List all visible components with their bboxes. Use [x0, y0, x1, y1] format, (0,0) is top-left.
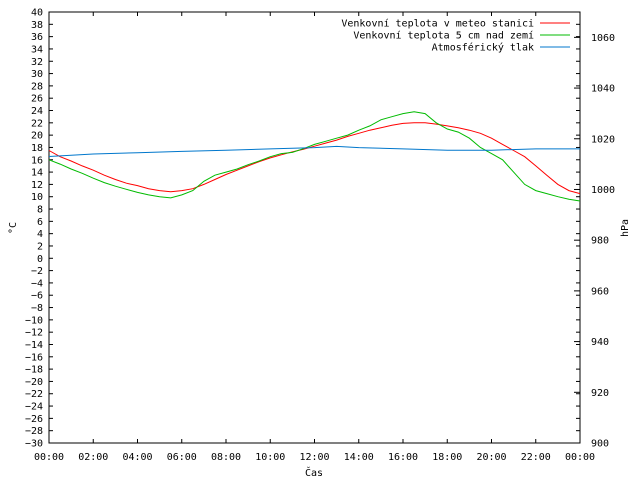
plot-frame — [48, 11, 581, 444]
y-tick-label: −8 — [31, 303, 43, 314]
y-tick-label: 20 — [31, 131, 43, 142]
y-tick-label: 22 — [31, 118, 43, 129]
y-tick-label: −30 — [25, 439, 43, 450]
ticks — [48, 11, 581, 444]
y2-tick-label: 900 — [591, 439, 609, 450]
y-tick-label: 0 — [37, 254, 43, 265]
legend: Venkovní teplota v meteo staniciVenkovní… — [341, 18, 570, 54]
y-axis-label: °C — [8, 222, 19, 234]
y-tick-label: 24 — [31, 106, 43, 117]
x-tick-label: 16:00 — [388, 452, 418, 463]
y2-tick-label: 920 — [591, 388, 609, 399]
y-tick-label: 32 — [31, 57, 43, 68]
y-tick-label: 6 — [37, 217, 43, 228]
y2-tick-label: 1000 — [591, 185, 615, 196]
y2-axis-label: hPa — [620, 219, 631, 237]
y-tick-label: −16 — [25, 352, 43, 363]
y-tick-label: −4 — [31, 278, 43, 289]
tick-labels: 4038363432302826242220181614121086420−2−… — [25, 8, 615, 464]
y-tick-label: 18 — [31, 143, 43, 154]
y-tick-label: 30 — [31, 69, 43, 80]
y2-tick-label: 1020 — [591, 134, 615, 145]
y-tick-label: 8 — [37, 205, 43, 216]
y-tick-label: 4 — [37, 229, 43, 240]
y-tick-label: −18 — [25, 365, 43, 376]
y-tick-label: 14 — [31, 168, 43, 179]
y-tick-label: −14 — [25, 340, 43, 351]
y2-tick-label: 1060 — [591, 33, 615, 44]
legend-label: Venkovní teplota 5 cm nad zemí — [353, 30, 534, 42]
y-tick-label: 26 — [31, 94, 43, 105]
series-line-3 — [48, 145, 580, 157]
x-tick-label: 12:00 — [299, 452, 329, 463]
y-tick-label: −10 — [25, 315, 43, 326]
y-tick-label: −26 — [25, 414, 43, 425]
y-tick-label: −12 — [25, 328, 43, 339]
y-tick-label: −6 — [31, 291, 43, 302]
y-tick-label: −28 — [25, 426, 43, 437]
x-tick-label: 20:00 — [476, 452, 506, 463]
y-tick-label: 12 — [31, 180, 43, 191]
y-tick-label: −24 — [25, 402, 43, 413]
x-tick-label: 18:00 — [432, 452, 462, 463]
y-tick-label: 28 — [31, 81, 43, 92]
y-tick-label: 34 — [31, 44, 43, 55]
series-line-1 — [48, 122, 581, 195]
x-tick-label: 14:00 — [344, 452, 374, 463]
x-axis-label: Čas — [305, 466, 323, 479]
legend-label: Atmosférický tlak — [432, 42, 534, 54]
y-tick-label: −20 — [25, 377, 43, 388]
y-tick-label: 10 — [31, 192, 43, 203]
y-tick-label: −22 — [25, 389, 43, 400]
x-tick-label: 22:00 — [521, 452, 551, 463]
y2-tick-label: 980 — [591, 236, 609, 247]
x-tick-label: 00:00 — [565, 452, 595, 463]
x-tick-label: 02:00 — [78, 452, 108, 463]
y-tick-label: 16 — [31, 155, 43, 166]
y-tick-label: 40 — [31, 8, 43, 19]
x-tick-label: 04:00 — [122, 452, 152, 463]
series-line-2 — [48, 111, 581, 202]
y2-tick-label: 1040 — [591, 84, 615, 95]
y-tick-label: 36 — [31, 32, 43, 43]
y2-tick-label: 940 — [591, 337, 609, 348]
y2-tick-label: 960 — [591, 286, 609, 297]
y-tick-label: −2 — [31, 266, 43, 277]
x-tick-label: 00:00 — [34, 452, 64, 463]
series-lines — [48, 111, 581, 202]
y-tick-label: 2 — [37, 241, 43, 252]
legend-label: Venkovní teplota v meteo stanici — [341, 18, 534, 30]
y-tick-label: 38 — [31, 20, 43, 31]
x-tick-label: 08:00 — [211, 452, 241, 463]
x-tick-label: 06:00 — [167, 452, 197, 463]
x-tick-label: 10:00 — [255, 452, 285, 463]
